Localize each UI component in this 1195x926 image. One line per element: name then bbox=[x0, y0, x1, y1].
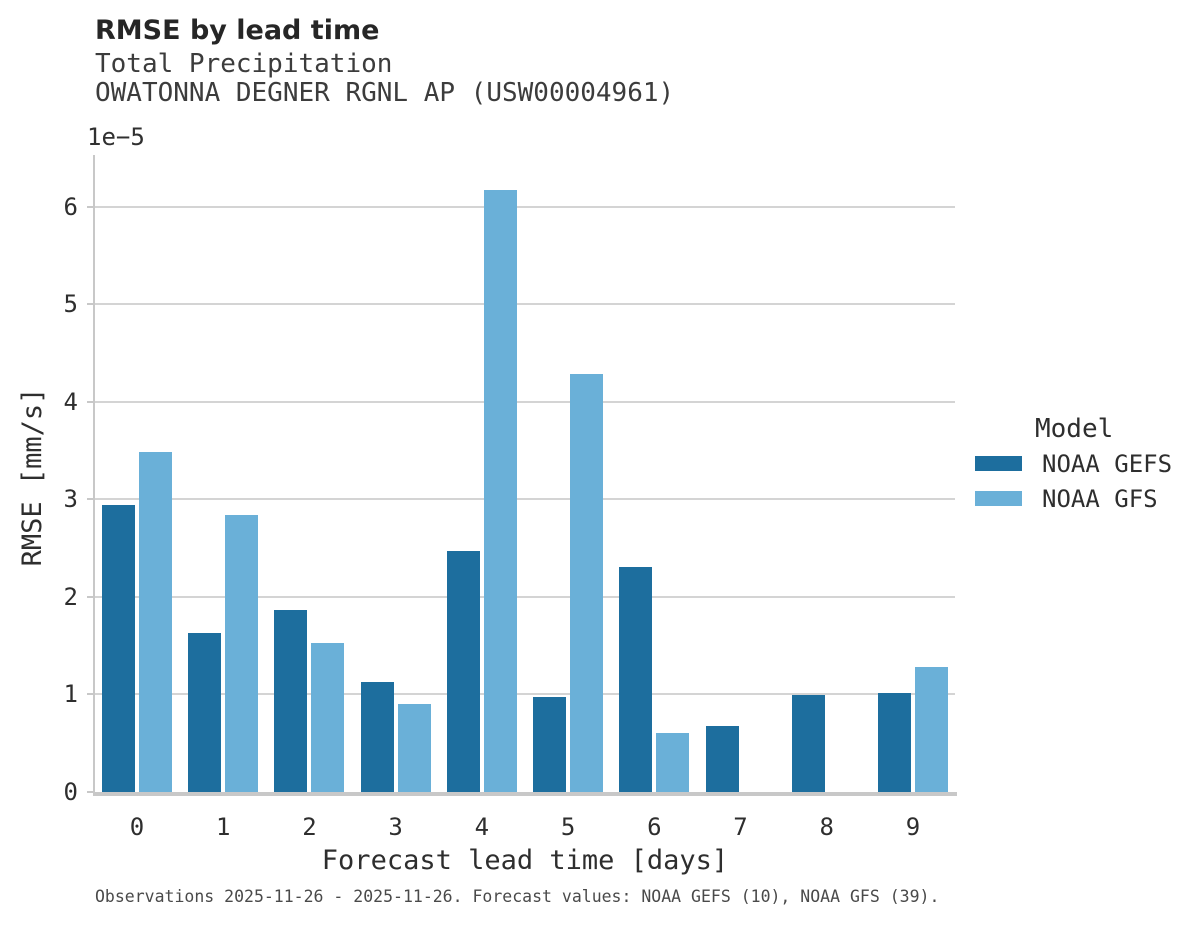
y-tick-mark bbox=[87, 205, 94, 208]
y-tick-label: 0 bbox=[63, 778, 78, 806]
x-tick-label: 3 bbox=[388, 813, 403, 841]
chart-title: RMSE by lead time bbox=[95, 15, 380, 46]
x-tick-label: 7 bbox=[733, 813, 748, 841]
y-axis-line bbox=[93, 155, 95, 796]
legend-item: NOAA GFS bbox=[975, 481, 1190, 516]
gridline bbox=[95, 303, 955, 306]
y-tick-mark bbox=[87, 791, 94, 793]
x-axis-title: Forecast lead time [days] bbox=[321, 845, 729, 876]
bar-noaa-gefs-day-2 bbox=[274, 609, 308, 792]
y-tick-label: 2 bbox=[63, 582, 78, 611]
x-tick-label: 5 bbox=[560, 813, 576, 841]
y-tick-label: 1 bbox=[63, 680, 78, 709]
legend-item: NOAA GEFS bbox=[975, 446, 1190, 481]
x-tick-label: 1 bbox=[215, 813, 231, 841]
footer-note: Observations 2025-11-26 - 2025-11-26. Fo… bbox=[95, 887, 940, 906]
x-axis-line bbox=[93, 792, 957, 796]
chart-subtitle-variable: Total Precipitation bbox=[95, 49, 393, 79]
x-tick-label: 2 bbox=[302, 813, 317, 841]
bar-noaa-gefs-day-9 bbox=[877, 692, 911, 792]
y-tick-label: 4 bbox=[63, 387, 78, 416]
y-axis-offset-label: 1e−5 bbox=[87, 123, 145, 151]
y-tick-mark bbox=[87, 595, 94, 598]
legend-swatch bbox=[975, 491, 1022, 506]
y-tick-label: 5 bbox=[63, 290, 78, 319]
y-tick-mark bbox=[87, 498, 94, 501]
bar-noaa-gefs-day-0 bbox=[102, 505, 135, 792]
x-tick-label: 0 bbox=[129, 813, 145, 841]
bar-noaa-gfs-day-3 bbox=[397, 704, 431, 792]
bar-noaa-gfs-day-0 bbox=[139, 451, 172, 792]
bar-noaa-gefs-day-7 bbox=[705, 725, 739, 792]
y-tick-label: 3 bbox=[63, 485, 78, 514]
gridline bbox=[95, 400, 955, 403]
y-tick-label: 6 bbox=[63, 192, 78, 221]
bar-noaa-gfs-day-4 bbox=[483, 190, 517, 792]
bar-noaa-gfs-day-5 bbox=[570, 373, 604, 792]
bar-noaa-gefs-day-8 bbox=[791, 695, 825, 792]
y-tick-mark bbox=[87, 693, 94, 696]
x-tick-label: 6 bbox=[647, 813, 662, 841]
bar-noaa-gefs-day-3 bbox=[360, 681, 394, 792]
gridline bbox=[95, 693, 955, 696]
gridline bbox=[95, 205, 955, 208]
bar-noaa-gefs-day-5 bbox=[533, 697, 567, 792]
legend-title: Model bbox=[1035, 414, 1114, 444]
bar-noaa-gefs-day-6 bbox=[619, 566, 653, 792]
plot-area bbox=[93, 155, 957, 796]
y-axis-title: RMSE [mm/s] bbox=[17, 387, 48, 567]
y-tick-mark bbox=[87, 303, 94, 306]
x-tick-label: 4 bbox=[474, 813, 490, 841]
bar-noaa-gfs-day-2 bbox=[311, 642, 345, 792]
gridline bbox=[95, 498, 955, 501]
legend: Model NOAA GEFS NOAA GFS bbox=[975, 412, 1190, 516]
bar-noaa-gefs-day-1 bbox=[188, 633, 222, 792]
y-tick-mark bbox=[87, 400, 94, 403]
bar-noaa-gfs-day-1 bbox=[225, 514, 259, 792]
x-tick-label: 8 bbox=[819, 813, 834, 841]
bar-noaa-gfs-day-6 bbox=[656, 733, 690, 792]
bar-noaa-gefs-day-4 bbox=[446, 551, 480, 792]
legend-items: NOAA GEFS NOAA GFS bbox=[975, 446, 1190, 516]
legend-label: NOAA GFS bbox=[1042, 484, 1158, 513]
legend-swatch bbox=[975, 456, 1022, 471]
x-tick-label: 9 bbox=[905, 813, 921, 841]
bar-noaa-gfs-day-9 bbox=[914, 667, 948, 792]
legend-label: NOAA GEFS bbox=[1042, 449, 1173, 478]
chart-subtitle-station: OWATONNA DEGNER RGNL AP (USW00004961) bbox=[95, 78, 675, 108]
gridline bbox=[95, 595, 955, 598]
